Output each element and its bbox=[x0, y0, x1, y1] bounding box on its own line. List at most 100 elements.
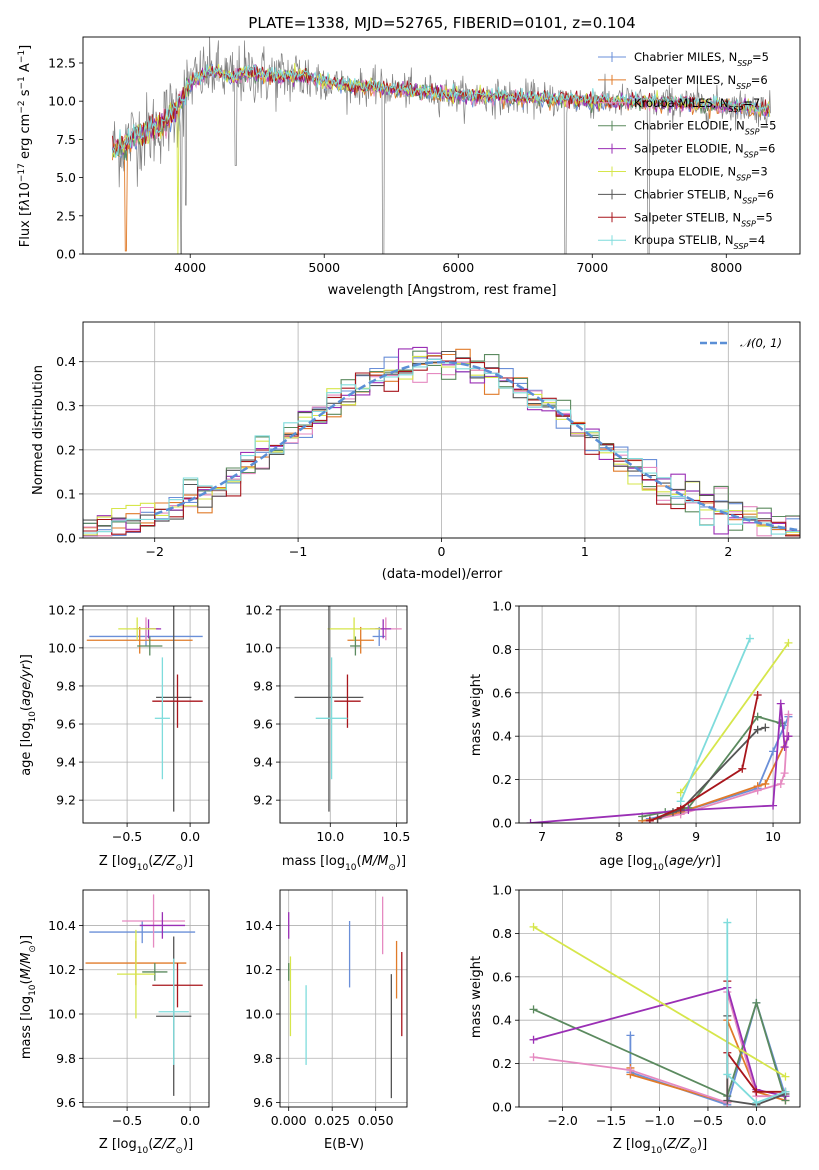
mass-weight-series bbox=[526, 634, 793, 823]
x-tick-label: −1.0 bbox=[644, 1113, 674, 1128]
marker-salpeter-elodie bbox=[684, 805, 693, 814]
series-line-kroupa-elodie bbox=[533, 926, 786, 1078]
marker-chabrier-stelib bbox=[753, 725, 762, 734]
marker-salpeter-elodie bbox=[529, 1035, 538, 1044]
y-tick-label: 0.3 bbox=[56, 398, 76, 413]
errorbar-points bbox=[294, 606, 402, 812]
mass-vs-extinction-panel: 0.000 0.025 0.050 9.6 9.8 10.0 10.2 10.4 bbox=[245, 889, 408, 1128]
x-tick-label: −0.5 bbox=[112, 829, 142, 844]
legend-label-kroupa-miles: Kroupa MILES, NSSP=7 bbox=[634, 96, 760, 114]
x-tick-label: 7000 bbox=[576, 260, 608, 275]
series-line-kroupa-stelib bbox=[726, 922, 786, 1104]
y-tick-label: 9.8 bbox=[253, 678, 273, 693]
marker-kroupa-elodie bbox=[676, 788, 685, 797]
errorbar-points bbox=[288, 896, 403, 1099]
marker-kroupa-stelib bbox=[745, 634, 754, 643]
marker-kroupa-miles bbox=[784, 710, 793, 719]
y-tick-label: 0.0 bbox=[56, 247, 76, 262]
age-vs-metallicity-panel: −0.5 0.0 9.2 9.4 9.6 9.8 10.0 10.2 bbox=[48, 602, 210, 844]
y-tick-label: 12.5 bbox=[48, 55, 76, 70]
x-tick-label: −2 bbox=[145, 544, 163, 559]
x-tick-label: 0.0 bbox=[746, 1113, 766, 1128]
x-tick-label: 0.000 bbox=[271, 1113, 307, 1128]
y-tick-label: 9.6 bbox=[253, 717, 273, 732]
gaussian-curve bbox=[154, 360, 798, 532]
marker-salpeter-stelib bbox=[753, 690, 762, 699]
x-tick-label: 8000 bbox=[710, 260, 742, 275]
x-tick-label: 6000 bbox=[442, 260, 474, 275]
p8-ylabel: mass weight bbox=[469, 956, 484, 1038]
marker-kroupa-stelib bbox=[676, 797, 685, 806]
spectrum-lines bbox=[112, 37, 771, 254]
series-line-kroupa-elodie bbox=[679, 642, 790, 794]
y-tick-label: 9.4 bbox=[56, 755, 76, 770]
y-tick-label: 9.6 bbox=[56, 1095, 76, 1110]
marker-kroupa-miles bbox=[776, 779, 785, 788]
marker-salpeter-elodie bbox=[776, 699, 785, 708]
y-tick-label: 9.2 bbox=[56, 793, 76, 808]
gaussian-legend-label: 𝒩(0, 1) bbox=[740, 336, 782, 350]
mass-vs-metallicity-panel: −0.5 0.0 9.6 9.8 10.0 10.2 10.4 bbox=[48, 889, 210, 1128]
y-tick-label: 10.0 bbox=[245, 640, 273, 655]
marker-kroupa-miles bbox=[780, 769, 789, 778]
marker-chabrier-elodie bbox=[529, 1005, 538, 1014]
marker-salpeter-stelib bbox=[645, 816, 654, 823]
axes-frame bbox=[279, 889, 408, 1108]
marker-chabrier-elodie bbox=[776, 719, 785, 728]
marker-salpeter-stelib bbox=[738, 764, 747, 773]
residual-histogram-panel: −2 −1 0 1 2 0.0 0.1 0.2 0.3 0.4 (data-model)/erro… bbox=[31, 321, 801, 582]
errorbar-points bbox=[85, 894, 203, 1096]
y-tick-label: 10.0 bbox=[48, 94, 76, 109]
y-tick-label: 10.2 bbox=[48, 602, 76, 617]
y-tick-label: 1.0 bbox=[492, 599, 512, 614]
y-tick-label: 10.2 bbox=[48, 962, 76, 977]
x-tick-label: 10.0 bbox=[316, 829, 344, 844]
x-tick-label: 2 bbox=[724, 544, 732, 559]
legend-label-kroupa-elodie: Kroupa ELODIE, NSSP=3 bbox=[634, 165, 768, 183]
legend-label-salpeter-elodie: Salpeter ELODIE, NSSP=6 bbox=[634, 142, 775, 160]
x-tick-label: 5000 bbox=[308, 260, 340, 275]
y-tick-label: 10.2 bbox=[245, 962, 273, 977]
y-tick-label: 9.8 bbox=[253, 1051, 273, 1066]
series-line-salpeter-stelib bbox=[649, 694, 759, 822]
marker-kroupa-stelib bbox=[723, 918, 732, 927]
spectrum-title: PLATE=1338, MJD=52765, FIBERID=0101, z=0… bbox=[248, 14, 635, 32]
marker-chabrier-stelib bbox=[723, 1096, 732, 1105]
marker-salpeter-elodie bbox=[526, 819, 535, 823]
x-tick-label: 1 bbox=[581, 544, 589, 559]
spectrum-axes: 4000 5000 6000 7000 8000 0.0 2.5 5.0 7.5 10.0 12.5 bbox=[48, 36, 801, 275]
axes-frame bbox=[82, 36, 801, 255]
x-tick-label: −0.5 bbox=[693, 1113, 723, 1128]
legend-label-chabrier-elodie: Chabrier ELODIE, NSSP=5 bbox=[634, 119, 776, 137]
marker-kroupa-elodie bbox=[529, 922, 538, 931]
histogram-plot-area bbox=[83, 346, 800, 537]
marker-salpeter-miles bbox=[761, 779, 770, 788]
histogram-legend: 𝒩(0, 1) bbox=[700, 336, 782, 350]
y-tick-label: 0.4 bbox=[492, 729, 512, 744]
y-tick-label: 0.1 bbox=[56, 486, 76, 501]
marker-kroupa-stelib bbox=[752, 1098, 761, 1107]
marker-kroupa-stelib bbox=[723, 1070, 732, 1079]
y-tick-label: 9.2 bbox=[253, 793, 273, 808]
p6-xlabel: Z [log10(Z/Z⊙)] bbox=[99, 1137, 193, 1156]
histogram-axes: −2 −1 0 1 2 0.0 0.1 0.2 0.3 0.4 bbox=[56, 321, 801, 559]
series-line-salpeter-elodie bbox=[533, 986, 786, 1098]
y-tick-label: 0.8 bbox=[492, 926, 512, 941]
marker-salpeter-elodie bbox=[769, 801, 778, 810]
y-tick-label: 1.0 bbox=[492, 883, 512, 898]
spectrum-panel: PLATE=1338, MJD=52765, FIBERID=0101, z=0… bbox=[17, 14, 801, 298]
legend-label-salpeter-miles: Salpeter MILES, NSSP=6 bbox=[634, 73, 768, 91]
x-tick-label: 0.0 bbox=[180, 1113, 200, 1128]
x-tick-label: −0.5 bbox=[112, 1113, 142, 1128]
axes-frame bbox=[82, 321, 801, 539]
marker-chabrier-elodie bbox=[753, 712, 762, 721]
y-tick-label: 0.6 bbox=[492, 969, 512, 984]
histogram-xlabel: (data-model)/error bbox=[382, 567, 503, 582]
marker-salpeter-stelib bbox=[752, 1087, 761, 1096]
p8-xlabel: Z [log10(Z/Z⊙)] bbox=[613, 1137, 707, 1156]
y-tick-label: 0.6 bbox=[492, 685, 512, 700]
y-tick-label: 10.4 bbox=[48, 918, 76, 933]
x-tick-label: −1 bbox=[289, 544, 307, 559]
y-tick-label: 2.5 bbox=[56, 208, 76, 223]
axes-frame bbox=[518, 605, 801, 824]
